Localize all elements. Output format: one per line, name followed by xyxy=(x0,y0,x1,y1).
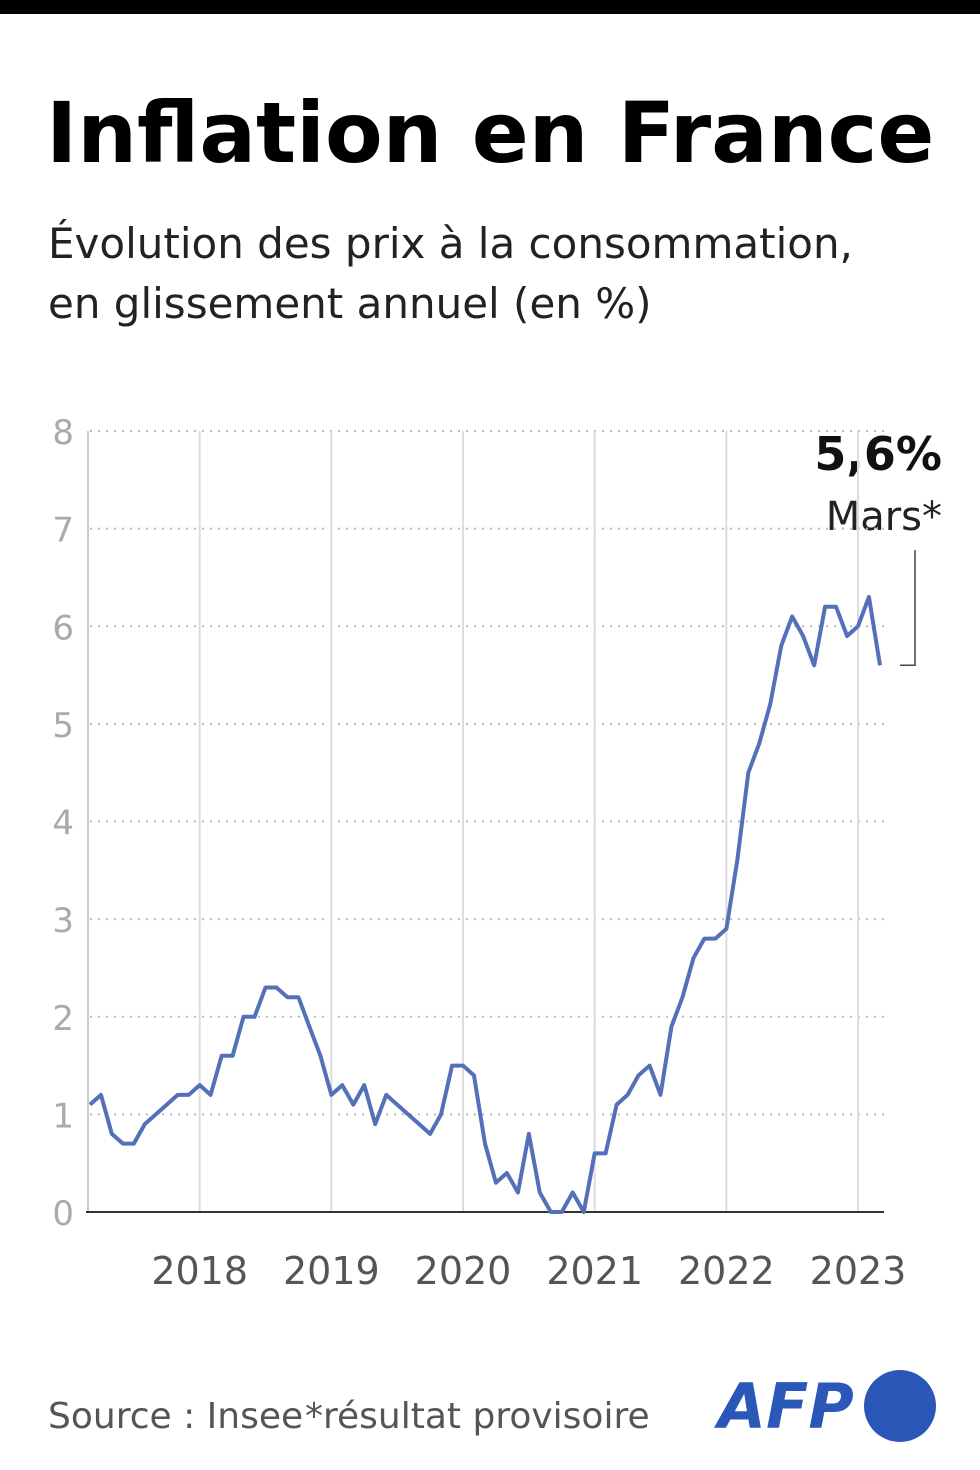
logo-dot xyxy=(864,1370,936,1442)
y-tick-label: 5 xyxy=(52,706,74,746)
chart-title: Inflation en France xyxy=(46,84,934,182)
line-series xyxy=(88,594,882,1214)
y-tick-label: 6 xyxy=(52,608,74,648)
y-tick-label: 4 xyxy=(52,804,74,844)
y-tick-label: 2 xyxy=(52,999,74,1039)
y-tick-label: 0 xyxy=(52,1194,74,1234)
y-tick-label: 3 xyxy=(52,901,74,941)
x-tick-label: 2019 xyxy=(283,1249,380,1293)
annotation-value: 5,6% xyxy=(814,427,942,481)
source: Source : Insee xyxy=(48,1396,303,1437)
annotation-bracket xyxy=(900,550,916,667)
x-tick-label: 2023 xyxy=(810,1249,907,1293)
y-tick-label: 8 xyxy=(52,413,74,453)
y-tick-label: 1 xyxy=(52,1096,74,1136)
logo: AFP xyxy=(713,1370,854,1443)
y-tick-label: 7 xyxy=(52,511,74,551)
x-tick-label: 2022 xyxy=(678,1249,775,1293)
x-tick-label: 2021 xyxy=(546,1249,643,1293)
note: *résultat provisoire xyxy=(305,1396,650,1437)
x-tick-label: 2018 xyxy=(151,1249,248,1293)
top-bar xyxy=(0,0,980,14)
subtitle: Évolution des prix à la consommation, xyxy=(48,218,853,268)
subtitle: en glissement annuel (en %) xyxy=(48,279,652,328)
annotation-label: Mars* xyxy=(826,494,942,540)
x-tick-label: 2020 xyxy=(415,1249,512,1293)
